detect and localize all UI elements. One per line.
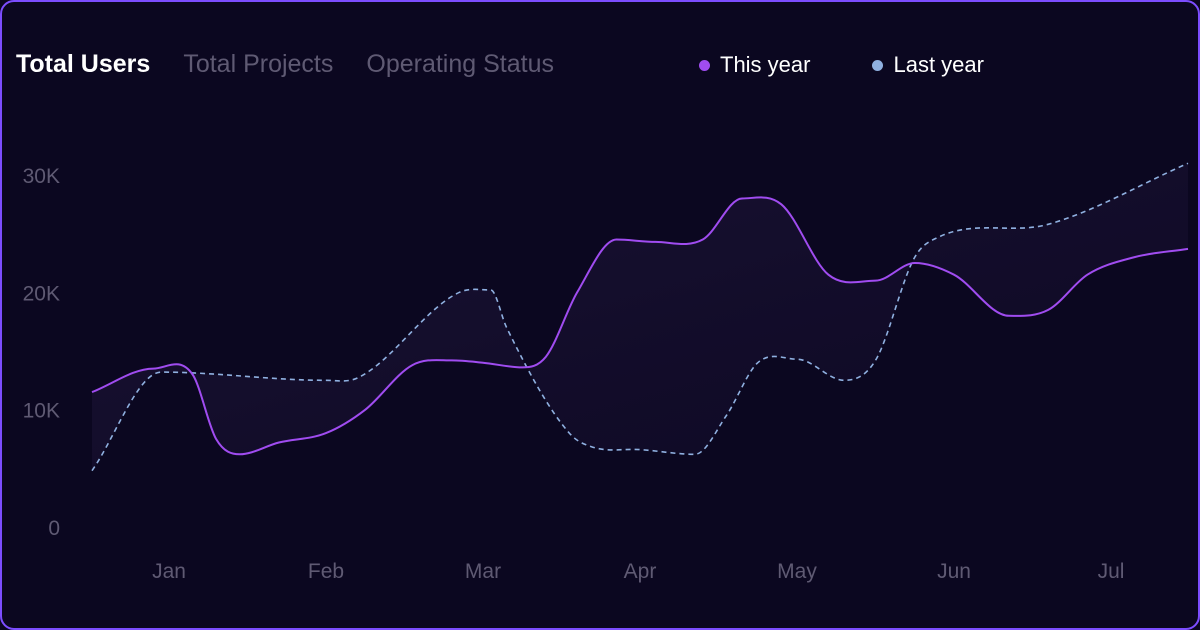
chart-legend: This year Last year (699, 52, 984, 78)
tab-bar: Total Users Total Projects Operating Sta… (16, 50, 554, 79)
series-gap-area (92, 163, 1188, 471)
x-tick-label: Jul (1098, 560, 1125, 583)
series-line-last-year[interactable] (91, 162, 1189, 472)
y-tick-label: 30K (23, 165, 60, 188)
legend-item-this-year[interactable]: This year (699, 52, 810, 78)
x-axis: Jan Feb Mar Apr May Jun Jul (152, 560, 1124, 583)
legend-label-last-year: Last year (893, 52, 984, 77)
legend-label-this-year: This year (720, 52, 811, 77)
last-year-dot-icon (872, 59, 884, 71)
x-tick-label: Mar (465, 560, 501, 583)
x-tick-label: May (777, 560, 817, 583)
tab-operating-status[interactable]: Operating Status (366, 50, 554, 78)
series-line-this-year[interactable] (91, 196, 1189, 456)
tab-total-projects[interactable]: Total Projects (183, 50, 334, 78)
y-tick-label: 20K (23, 282, 60, 305)
this-year-dot-icon (699, 59, 710, 71)
x-tick-label: Jun (937, 560, 971, 583)
x-tick-label: Jan (152, 560, 186, 583)
x-tick-label: Apr (624, 560, 657, 583)
tab-total-users[interactable]: Total Users (16, 50, 151, 78)
y-tick-label: 0 (48, 517, 60, 540)
legend-item-last-year[interactable]: Last year (872, 52, 984, 78)
y-tick-label: 10K (23, 400, 60, 423)
x-tick-label: Feb (308, 560, 344, 583)
y-axis: 0 10K 20K 30K (23, 165, 60, 540)
